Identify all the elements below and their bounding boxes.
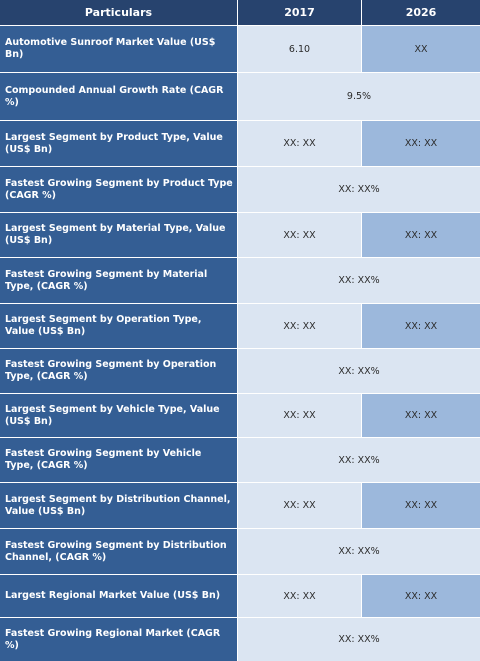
value-2017: 6.10 [238, 26, 362, 73]
row-label: Compounded Annual Growth Rate (CAGR %) [0, 73, 238, 121]
row-label: Fastest Growing Regional Market (CAGR %) [0, 618, 238, 661]
table-row: Fastest Growing Segment by Material Type… [0, 258, 480, 304]
header-particulars: Particulars [0, 0, 238, 26]
header-year-2017: 2017 [238, 0, 362, 26]
row-label: Largest Segment by Product Type, Value (… [0, 121, 238, 167]
value-2026: XX [362, 26, 480, 73]
value-span: XX: XX% [238, 618, 480, 661]
row-label: Largest Regional Market Value (US$ Bn) [0, 575, 238, 618]
value-2026: XX: XX [362, 121, 480, 167]
table-row: Fastest Growing Regional Market (CAGR %)… [0, 618, 480, 661]
table-row: Largest Regional Market Value (US$ Bn) X… [0, 575, 480, 618]
table-row: Largest Segment by Material Type, Value … [0, 213, 480, 258]
value-2026: XX: XX [362, 394, 480, 438]
row-label: Fastest Growing Segment by Operation Typ… [0, 349, 238, 394]
value-span: XX: XX% [238, 349, 480, 394]
value-2017: XX: XX [238, 575, 362, 618]
value-2026: XX: XX [362, 213, 480, 258]
row-label: Largest Segment by Operation Type, Value… [0, 304, 238, 349]
value-2017: XX: XX [238, 483, 362, 529]
row-label: Automotive Sunroof Market Value (US$ Bn) [0, 26, 238, 73]
row-label: Largest Segment by Vehicle Type, Value (… [0, 394, 238, 438]
value-span: XX: XX% [238, 258, 480, 304]
table-row: Fastest Growing Segment by Distribution … [0, 529, 480, 575]
table-row: Fastest Growing Segment by Operation Typ… [0, 349, 480, 394]
row-label: Fastest Growing Segment by Material Type… [0, 258, 238, 304]
value-2026: XX: XX [362, 483, 480, 529]
table-row: Fastest Growing Segment by Vehicle Type,… [0, 438, 480, 483]
value-2017: XX: XX [238, 121, 362, 167]
row-label: Largest Segment by Distribution Channel,… [0, 483, 238, 529]
value-span: XX: XX% [238, 167, 480, 213]
table-row: Largest Segment by Product Type, Value (… [0, 121, 480, 167]
row-label: Fastest Growing Segment by Vehicle Type,… [0, 438, 238, 483]
value-span: 9.5% [238, 73, 480, 121]
table-row: Largest Segment by Operation Type, Value… [0, 304, 480, 349]
value-2026: XX: XX [362, 304, 480, 349]
table-row: Fastest Growing Segment by Product Type … [0, 167, 480, 213]
row-label: Largest Segment by Material Type, Value … [0, 213, 238, 258]
value-2017: XX: XX [238, 213, 362, 258]
value-span: XX: XX% [238, 529, 480, 575]
table-row: Compounded Annual Growth Rate (CAGR %) 9… [0, 73, 480, 121]
table-header-row: Particulars 2017 2026 [0, 0, 480, 26]
value-2017: XX: XX [238, 394, 362, 438]
table-row: Largest Segment by Distribution Channel,… [0, 483, 480, 529]
table-row: Automotive Sunroof Market Value (US$ Bn)… [0, 26, 480, 73]
table-row: Largest Segment by Vehicle Type, Value (… [0, 394, 480, 438]
value-2026: XX: XX [362, 575, 480, 618]
header-year-2026: 2026 [362, 0, 480, 26]
value-2017: XX: XX [238, 304, 362, 349]
row-label: Fastest Growing Segment by Distribution … [0, 529, 238, 575]
row-label: Fastest Growing Segment by Product Type … [0, 167, 238, 213]
value-span: XX: XX% [238, 438, 480, 483]
